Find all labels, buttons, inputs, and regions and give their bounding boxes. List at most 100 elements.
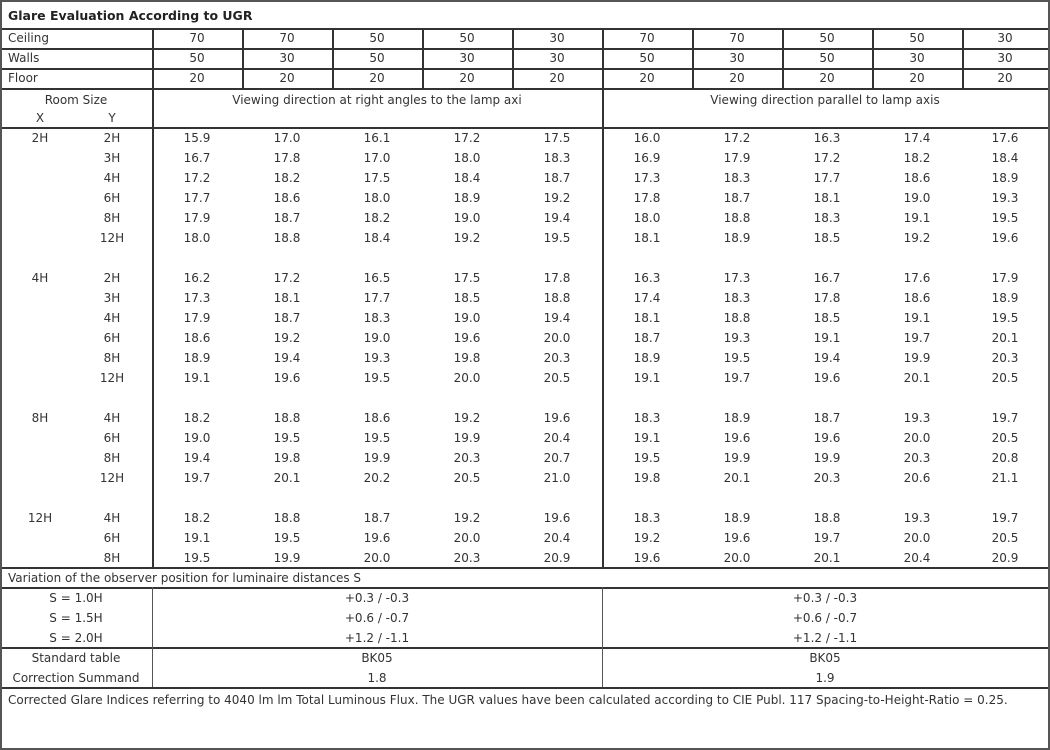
y-header: Y [108, 111, 116, 125]
ugr-value: 18.8 [813, 511, 841, 525]
ugr-value: 18.8 [273, 511, 301, 525]
room-size-y: 6H [103, 531, 121, 545]
ugr-value: 20.5 [991, 431, 1019, 445]
ugr-value: 18.3 [633, 511, 661, 525]
ugr-value: 18.7 [813, 411, 841, 425]
divider [2, 647, 1048, 649]
ugr-value: 20.2 [363, 471, 391, 485]
ugr-value: 16.9 [633, 151, 661, 165]
ugr-value: 20.5 [453, 471, 481, 485]
ugr-value: 17.3 [183, 291, 211, 305]
ugr-value: 19.5 [273, 531, 301, 545]
ugr-value: 18.3 [813, 211, 841, 225]
variation-right-angles: +0.6 / -0.7 [344, 611, 410, 625]
ugr-value: 16.7 [813, 271, 841, 285]
variation-parallel: +0.6 / -0.7 [792, 611, 858, 625]
room-size-y: 8H [103, 351, 121, 365]
ugr-value: 18.2 [903, 151, 931, 165]
ugr-value: 18.1 [273, 291, 301, 305]
ugr-value: 19.0 [183, 431, 211, 445]
reflectance-value: 20 [549, 71, 565, 85]
ugr-value: 19.4 [813, 351, 841, 365]
reflectance-value: 20 [819, 71, 835, 85]
ugr-value: 17.5 [453, 271, 481, 285]
variation-right-angles: +1.2 / -1.1 [344, 631, 410, 645]
divider [2, 587, 1048, 589]
ugr-value: 18.8 [273, 231, 301, 245]
variation-parallel: +0.3 / -0.3 [792, 591, 858, 605]
divider [2, 687, 1048, 689]
ugr-value: 18.1 [633, 311, 661, 325]
ugr-value: 17.2 [273, 271, 301, 285]
ugr-value: 19.8 [453, 351, 481, 365]
ugr-value: 21.0 [543, 471, 571, 485]
ugr-value: 20.1 [813, 551, 841, 565]
reflectance-value: 30 [459, 51, 475, 65]
divider [782, 28, 784, 88]
ugr-value: 20.1 [273, 471, 301, 485]
ugr-value: 18.9 [723, 511, 751, 525]
ugr-value: 17.5 [543, 131, 571, 145]
ugr-value: 20.3 [991, 351, 1019, 365]
ugr-value: 20.0 [723, 551, 751, 565]
ugr-value: 19.4 [273, 351, 301, 365]
ugr-value: 17.5 [363, 171, 391, 185]
room-size-y: 8H [103, 551, 121, 565]
ugr-value: 18.9 [183, 351, 211, 365]
divider [2, 127, 1048, 129]
ugr-value: 20.5 [991, 531, 1019, 545]
variation-label: S = 1.0H [49, 591, 103, 605]
variation-parallel: +1.2 / -1.1 [792, 631, 858, 645]
ugr-value: 20.8 [991, 451, 1019, 465]
variation-right-angles: +0.3 / -0.3 [344, 591, 410, 605]
ugr-value: 17.6 [991, 131, 1019, 145]
ugr-value: 19.1 [183, 371, 211, 385]
ugr-value: 17.3 [633, 171, 661, 185]
ugr-value: 20.9 [991, 551, 1019, 565]
ugr-value: 19.9 [723, 451, 751, 465]
variation-label: S = 1.5H [49, 611, 103, 625]
ugr-value: 18.6 [903, 171, 931, 185]
ugr-value: 18.8 [543, 291, 571, 305]
ugr-value: 19.1 [633, 371, 661, 385]
ugr-value: 20.1 [991, 331, 1019, 345]
reflectance-value: 30 [549, 31, 565, 45]
ugr-value: 19.1 [633, 431, 661, 445]
ugr-value: 20.3 [813, 471, 841, 485]
ugr-value: 20.3 [453, 551, 481, 565]
reflectance-value: 30 [549, 51, 565, 65]
reflectance-value: 50 [909, 31, 925, 45]
ugr-value: 18.4 [991, 151, 1019, 165]
reflectance-value: 20 [189, 71, 205, 85]
ugr-value: 19.6 [543, 411, 571, 425]
ugr-value: 17.2 [723, 131, 751, 145]
ugr-value: 16.3 [813, 131, 841, 145]
room-size-y: 2H [103, 271, 121, 285]
variation-label: S = 2.0H [49, 631, 103, 645]
ugr-value: 20.0 [453, 371, 481, 385]
ugr-value: 19.6 [723, 531, 751, 545]
ugr-value: 20.1 [903, 371, 931, 385]
ugr-value: 20.4 [543, 431, 571, 445]
ugr-value: 19.7 [991, 511, 1019, 525]
ugr-value: 20.1 [723, 471, 751, 485]
ugr-value: 17.8 [273, 151, 301, 165]
ugr-value: 18.0 [363, 191, 391, 205]
ugr-value: 19.6 [543, 511, 571, 525]
ugr-value: 19.6 [723, 431, 751, 445]
ugr-value: 19.0 [903, 191, 931, 205]
ugr-value: 19.2 [903, 231, 931, 245]
ugr-value: 18.6 [363, 411, 391, 425]
ugr-value: 19.7 [903, 331, 931, 345]
divider [872, 28, 874, 88]
reflectance-value: 30 [997, 31, 1013, 45]
ugr-value: 18.6 [903, 291, 931, 305]
ugr-value: 20.3 [543, 351, 571, 365]
ugr-value: 20.9 [543, 551, 571, 565]
reflectance-value: 30 [729, 51, 745, 65]
reflectance-value: 50 [639, 51, 655, 65]
reflectance-value: 20 [369, 71, 385, 85]
footer-note: Corrected Glare Indices referring to 404… [8, 693, 1008, 707]
ugr-value: 19.3 [723, 331, 751, 345]
ugr-value: 18.4 [453, 171, 481, 185]
